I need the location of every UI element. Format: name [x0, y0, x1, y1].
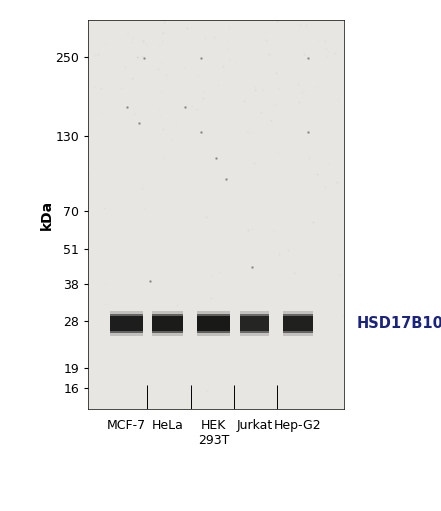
Text: HSD17B10: HSD17B10: [357, 316, 441, 331]
Bar: [240, 314, 269, 333]
Bar: [197, 316, 230, 331]
Bar: [197, 312, 230, 336]
Bar: [110, 316, 143, 331]
Bar: [240, 312, 269, 336]
Bar: [152, 312, 183, 336]
Bar: [283, 314, 313, 333]
Y-axis label: kDa: kDa: [40, 200, 54, 229]
Bar: [110, 312, 143, 336]
Bar: [283, 312, 313, 336]
Bar: [152, 316, 183, 331]
Bar: [240, 316, 269, 331]
Bar: [283, 316, 313, 331]
Bar: [110, 314, 143, 333]
Bar: [152, 314, 183, 333]
Bar: [197, 314, 230, 333]
